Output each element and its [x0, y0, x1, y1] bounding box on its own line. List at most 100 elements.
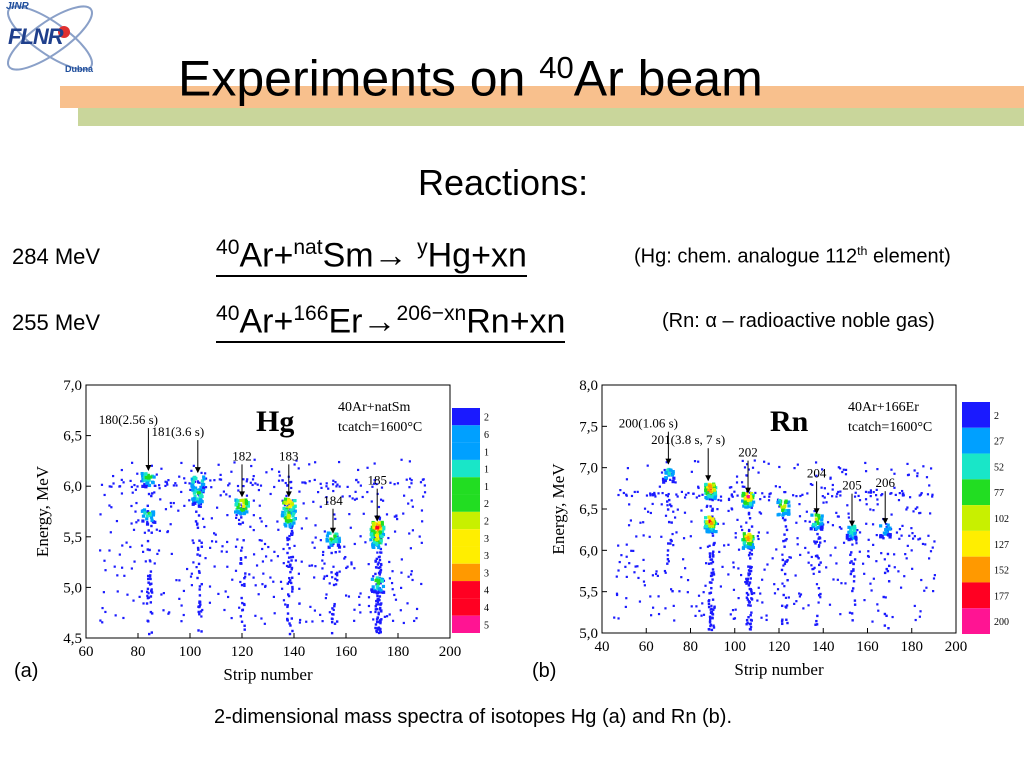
count-cell: [785, 560, 788, 563]
count-cell: [241, 609, 244, 612]
count-cell: [783, 533, 786, 536]
count-cell: [849, 531, 853, 535]
count-cell: [673, 619, 676, 622]
count-cell: [893, 472, 896, 475]
count-cell: [197, 548, 200, 551]
count-cell: [713, 606, 716, 610]
count-cell: [757, 531, 760, 534]
count-cell: [817, 587, 821, 590]
count-cell: [288, 538, 291, 541]
count-cell: [834, 546, 837, 549]
count-cell: [287, 503, 291, 506]
count-cell: [748, 551, 752, 555]
count-cell: [225, 493, 228, 496]
colorbar-label: 6: [484, 430, 489, 441]
count-cell: [335, 571, 339, 575]
count-cell: [278, 474, 281, 477]
count-cell: [286, 538, 289, 541]
count-cell: [141, 473, 145, 478]
y-tick-label: 8,0: [579, 378, 598, 394]
count-cell: [651, 494, 655, 497]
count-cell: [709, 505, 712, 508]
count-cell: [423, 491, 427, 494]
count-cell: [321, 553, 325, 556]
count-cell: [839, 490, 842, 493]
count-cell: [709, 591, 713, 594]
count-cell: [120, 468, 123, 472]
count-cell: [708, 552, 712, 555]
count-cell: [216, 506, 219, 509]
count-cell: [819, 596, 822, 599]
count-cell: [245, 494, 249, 497]
count-cell: [625, 597, 628, 600]
count-cell: [180, 461, 183, 465]
count-cell: [672, 510, 675, 513]
colorbar-cell: [962, 530, 990, 557]
count-cell: [287, 593, 290, 596]
count-cell: [228, 482, 231, 485]
count-cell: [272, 595, 275, 599]
count-cell: [131, 461, 134, 464]
count-cell: [729, 613, 732, 616]
count-cell: [863, 599, 866, 602]
count-cell: [377, 566, 381, 570]
count-cell: [284, 481, 287, 485]
count-cell: [103, 493, 106, 497]
count-cell: [383, 615, 386, 618]
isotope-mass-label: 201(3.8 s, 7 s): [651, 432, 725, 447]
count-cell: [420, 509, 424, 512]
count-cell: [864, 461, 867, 465]
count-cell: [697, 460, 700, 463]
count-cell: [850, 551, 853, 554]
count-cell: [885, 527, 889, 531]
count-cell: [687, 491, 690, 495]
count-cell: [778, 465, 781, 469]
count-cell: [847, 530, 851, 535]
count-cell: [372, 525, 376, 529]
count-cell: [240, 583, 244, 587]
count-cell: [151, 510, 156, 514]
count-cell: [239, 558, 243, 561]
count-cell: [182, 589, 186, 593]
count-cell: [749, 536, 753, 540]
count-cell: [375, 530, 379, 534]
count-cell: [804, 520, 807, 523]
count-cell: [141, 519, 145, 523]
count-cell: [393, 483, 396, 486]
count-cell: [319, 613, 322, 616]
count-cell: [807, 604, 810, 607]
count-cell: [120, 478, 123, 481]
count-cell: [346, 485, 349, 488]
count-cell: [615, 593, 619, 597]
count-cell: [226, 514, 229, 517]
count-cell: [819, 592, 822, 596]
count-cell: [371, 585, 375, 589]
count-cell: [285, 564, 289, 568]
count-cell: [146, 619, 149, 623]
count-cell: [815, 583, 819, 586]
count-cell: [746, 542, 751, 546]
count-cell: [114, 614, 117, 617]
count-cell: [776, 588, 780, 591]
isotope-mass-label: 202: [738, 445, 758, 460]
count-cell: [385, 513, 389, 516]
count-cell: [851, 587, 855, 590]
count-cell: [793, 467, 796, 470]
count-cell: [664, 476, 668, 480]
count-cell: [190, 482, 194, 486]
count-cell: [864, 498, 868, 501]
count-cell: [799, 593, 803, 596]
count-cell: [348, 495, 351, 498]
count-cell: [910, 527, 913, 530]
count-cell: [858, 550, 861, 553]
count-cell: [881, 493, 884, 496]
count-cell: [380, 618, 383, 621]
count-cell: [362, 512, 365, 515]
count-cell: [190, 469, 193, 472]
count-cell: [359, 484, 362, 487]
count-cell: [748, 622, 751, 626]
colorbar-label: 52: [994, 462, 1004, 473]
count-cell: [734, 532, 737, 535]
count-cell: [777, 512, 781, 516]
count-cell: [298, 587, 301, 590]
